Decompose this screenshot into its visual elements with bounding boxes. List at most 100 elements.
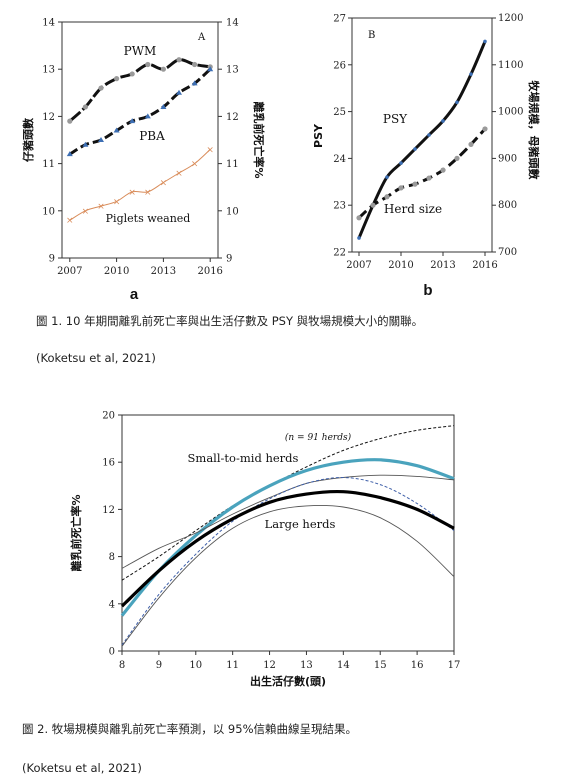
panel-a-circle-marker	[145, 62, 150, 67]
fig2-series-line	[122, 492, 454, 607]
panel-b-y2tick-label: 900	[498, 153, 517, 164]
fig2-series-line	[122, 460, 454, 616]
panel-a-circle-marker	[114, 76, 119, 81]
panel-b-frame	[352, 18, 492, 252]
fig2-ytick-label: 0	[109, 647, 115, 658]
panel-b-marker	[357, 236, 361, 240]
panel-b-series-label: Herd size	[384, 202, 442, 216]
panel-b-marker	[370, 203, 375, 208]
panel-a-xtick-label: 2010	[104, 266, 129, 277]
panel-b-ytick-label: 23	[333, 201, 346, 212]
panel-a-x-marker: ×	[191, 160, 199, 170]
panel-b-y2tick-label: 700	[498, 247, 517, 258]
panel-a-x-marker: ×	[82, 207, 90, 217]
panel-b-marker	[454, 156, 459, 161]
panel-a-circle-marker	[98, 85, 103, 90]
panel-a-series-label: PWM	[124, 44, 157, 58]
panel-a-circle-marker	[176, 57, 181, 62]
panel-a-letter-inner: A	[197, 32, 206, 43]
panel-b-letter-inner: B	[368, 30, 375, 41]
panel-b-marker	[427, 133, 431, 137]
panel-a-xtick-label: 2007	[57, 266, 82, 277]
panel-b-marker	[483, 40, 487, 44]
panel-a-x-marker: ×	[97, 202, 105, 212]
panel-a-sub-letter: a	[130, 286, 139, 303]
panel-b-marker	[441, 119, 445, 123]
panel-a-series-line	[70, 60, 210, 121]
panel-b-y2tick-label: 800	[498, 200, 517, 211]
panel-a-y2tick-label: 11	[226, 159, 239, 170]
panel-b-marker	[398, 185, 403, 190]
panel-b-y2tick-label: 1000	[498, 107, 523, 118]
fig2-xtick-label: 9	[156, 660, 162, 671]
figure-1-source: (Koketsu et al, 2021)	[36, 351, 156, 365]
panel-b-marker	[426, 175, 431, 180]
panel-a-series-label: Piglets weaned	[106, 212, 191, 225]
panel-b-ytick-label: 24	[333, 154, 346, 165]
panel-a-x-marker: ×	[128, 188, 136, 198]
figure-2-caption: 圖 2. 牧場規模與離乳前死亡率預測，以 95%信賴曲線呈現結果。	[22, 721, 357, 737]
fig2-annotation: (n = 91 herds)	[285, 432, 352, 443]
fig2-ytick-label: 4	[109, 599, 115, 610]
panel-b-y2tick-label: 1200	[498, 13, 523, 24]
panel-a-xtick-label: 2013	[151, 266, 176, 277]
fig2-ylabel: 離乳前死亡率%	[69, 494, 83, 571]
panel-b-marker	[356, 215, 361, 220]
panel-b-marker	[399, 161, 403, 165]
fig2-xtick-label: 12	[263, 660, 276, 671]
panel-a-triangle-marker	[176, 90, 182, 95]
panel-a-xtick-label: 2016	[197, 266, 222, 277]
panel-b-marker	[482, 126, 487, 131]
panel-b-marker	[455, 100, 459, 104]
panel-b-marker	[385, 175, 389, 179]
fig2-xlabel: 出生活仔數(頭)	[250, 674, 326, 688]
panel-b-ylabel-right: 牧場規模，母豬頭數	[527, 81, 541, 180]
fig2-ytick-label: 12	[102, 505, 115, 516]
panel-b-marker	[469, 72, 473, 76]
fig2-xtick-label: 8	[119, 660, 125, 671]
fig2-xtick-label: 11	[226, 660, 239, 671]
panel-a-y2tick-label: 9	[226, 254, 232, 265]
fig2-ytick-label: 8	[109, 552, 115, 563]
panel-a-x-marker: ×	[66, 216, 74, 226]
panel-a-ytick-label: 9	[49, 254, 55, 265]
panel-b-ytick-label: 26	[333, 60, 346, 71]
panel-b-marker	[412, 182, 417, 187]
panel-a-ytick-label: 11	[42, 159, 55, 170]
panel-a-series-label: PBA	[139, 129, 165, 143]
panel-b-ytick-label: 25	[333, 107, 346, 118]
panel-b-marker	[440, 168, 445, 173]
panel-b-xtick-label: 2010	[388, 260, 413, 271]
panel-a-y2tick-label: 14	[226, 18, 239, 29]
figure-2-source: (Koketsu et al, 2021)	[22, 761, 142, 775]
panel-a-ylabel-left: 仔豬頭數	[21, 118, 35, 162]
panel-a-ytick-label: 14	[42, 18, 55, 29]
panel-a-x-marker: ×	[113, 197, 121, 207]
panel-a-circle-marker	[161, 67, 166, 72]
panel-a-ytick-label: 13	[42, 65, 55, 76]
panel-b-xtick-label: 2007	[346, 260, 371, 271]
fig2-xtick-label: 17	[448, 660, 461, 671]
fig2-xtick-label: 10	[189, 660, 202, 671]
fig2-xtick-label: 13	[300, 660, 313, 671]
panel-b-ytick-label: 22	[333, 248, 346, 259]
panel-a-circle-marker	[67, 119, 72, 124]
fig2-annotation: Large herds	[265, 517, 336, 531]
figure-1-caption: 圖 1. 10 年期間離乳前死亡率與出生活仔數及 PSY 與牧場規模大小的關聯。	[36, 313, 423, 329]
panel-b-xtick-label: 2013	[430, 260, 455, 271]
panel-a-y2tick-label: 10	[226, 206, 239, 217]
panel-b-ytick-label: 27	[333, 14, 346, 25]
fig2-xtick-label: 15	[374, 660, 387, 671]
panel-a-circle-marker	[192, 62, 197, 67]
panel-a-circle-marker	[83, 104, 88, 109]
panel-a-ytick-label: 10	[42, 206, 55, 217]
fig2-ytick-label: 20	[102, 411, 115, 422]
panel-b-y2tick-label: 1100	[498, 60, 523, 71]
panel-b-ylabel-left: PSY	[312, 123, 325, 148]
panel-a-ytick-label: 12	[42, 112, 55, 123]
fig2-annotation: Small-to-mid herds	[188, 451, 299, 465]
panel-b-marker	[413, 147, 417, 151]
panel-a-x-marker: ×	[144, 188, 152, 198]
panel-a-y2tick-label: 13	[226, 65, 239, 76]
